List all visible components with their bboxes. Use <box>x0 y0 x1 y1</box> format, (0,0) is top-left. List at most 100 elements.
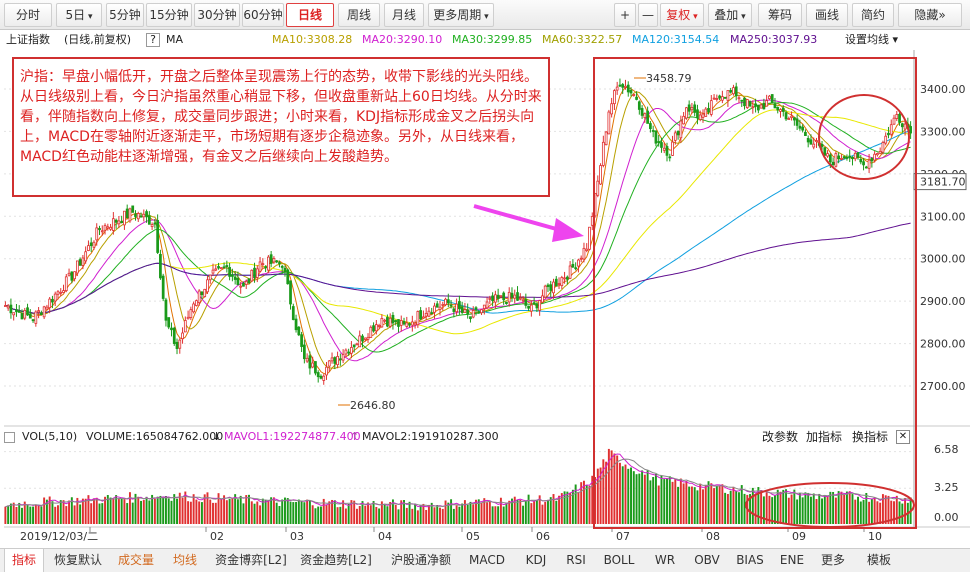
candle-body <box>15 309 18 313</box>
edit-params-button[interactable]: 改参数 <box>762 430 799 444</box>
volume-bar <box>123 499 126 524</box>
candle-body <box>95 227 99 241</box>
toolbar-button-9[interactable]: 更多周期 ▾ <box>428 3 494 27</box>
mavol10-line <box>5 458 911 508</box>
indicator-tab-15[interactable]: 更多 <box>820 553 845 567</box>
indicator-tab-2[interactable]: 成交量 <box>117 553 154 567</box>
add-indicator-button[interactable]: 加指标 <box>806 430 843 444</box>
toolbar-button-2[interactable]: 5分钟 <box>106 3 144 27</box>
volume-bar <box>862 499 865 524</box>
toolbar-button-11[interactable]: — <box>638 3 658 27</box>
toolbar-button-16[interactable]: 简约 <box>852 3 894 27</box>
volume-bar <box>884 495 887 524</box>
indicator-tab-8[interactable]: KDJ <box>525 553 547 567</box>
volume-bar <box>790 494 793 524</box>
indicator-tab-1[interactable]: 恢复默认 <box>53 553 102 567</box>
toolbar-button-13[interactable]: 叠加 ▾ <box>708 3 752 27</box>
candle-body <box>391 314 395 324</box>
volume-bar <box>270 497 273 524</box>
candle-body <box>721 96 724 101</box>
indicator-tab-6[interactable]: 沪股通净额 <box>390 553 451 567</box>
toolbar-button-10[interactable]: + <box>614 3 636 27</box>
candle-body <box>482 304 486 309</box>
candle-body <box>200 291 204 296</box>
candle-body <box>136 213 140 220</box>
volume-bar <box>115 495 118 524</box>
candle-body <box>308 355 312 369</box>
volume-bar <box>690 486 693 524</box>
volume-bar <box>704 484 707 524</box>
candle-body <box>294 318 298 331</box>
volume-bar <box>754 494 757 524</box>
ma-settings-button[interactable]: 设置均线 ▾ <box>845 33 899 46</box>
candle-body <box>297 326 301 336</box>
candle-body <box>402 320 406 325</box>
switch-indicator-button[interactable]: 换指标 <box>852 430 889 444</box>
volume-bar <box>483 498 486 524</box>
volume-bar <box>317 506 320 524</box>
indicator-tab-9[interactable]: RSI <box>566 553 586 567</box>
toolbar-button-14[interactable]: 筹码 <box>758 3 802 27</box>
volume-bar <box>350 500 353 524</box>
candle-body <box>361 335 364 342</box>
close-icon[interactable]: ✕ <box>896 430 910 444</box>
candle-body <box>682 115 685 125</box>
toolbar-button-0[interactable]: 分时 <box>4 3 52 27</box>
indicator-tab-16[interactable]: 模板 <box>866 553 891 567</box>
toolbar-button-8[interactable]: 月线 <box>384 3 424 27</box>
toolbar-button-15[interactable]: 画线 <box>806 3 848 27</box>
toolbar-button-5[interactable]: 60分钟 <box>242 3 284 27</box>
toolbar-button-1[interactable]: 5日 ▾ <box>56 3 102 27</box>
volume-bar <box>234 494 237 524</box>
candle-body <box>505 301 508 304</box>
candle-body <box>214 268 218 271</box>
volume-bar <box>865 492 868 524</box>
toolbar-button-12[interactable]: 复权 ▾ <box>660 3 704 27</box>
toolbar-button-7[interactable]: 周线 <box>338 3 380 27</box>
volume-bar <box>879 502 882 524</box>
toolbar-button-3[interactable]: 15分钟 <box>146 3 192 27</box>
volume-bar <box>225 500 228 524</box>
volume-bar <box>793 489 796 524</box>
indicator-tab-0[interactable]: 指标 <box>4 549 44 572</box>
candle-body <box>599 165 602 185</box>
moving-average-lines <box>5 86 911 375</box>
volume-bar <box>380 501 383 524</box>
candle-body <box>798 125 802 129</box>
help-icon[interactable]: ? <box>146 33 160 47</box>
indicator-tab-10[interactable]: BOLL <box>603 553 635 567</box>
candle-body <box>679 120 683 139</box>
toolbar-button-17[interactable]: 隐藏» <box>898 3 962 27</box>
indicator-tab-13[interactable]: BIAS <box>736 553 764 567</box>
current-price-box <box>913 173 967 191</box>
indicator-tab-4[interactable]: 资金博弈[L2] <box>215 553 287 567</box>
toolbar-button-4[interactable]: 30分钟 <box>194 3 240 27</box>
indicator-tab-12[interactable]: OBV <box>694 553 720 567</box>
volume-bar <box>857 496 859 524</box>
volume-bar <box>397 509 400 524</box>
candle-body <box>768 95 771 100</box>
volume-bar <box>533 500 536 524</box>
indicator-tab-7[interactable]: MACD <box>469 553 505 567</box>
indicator-tab-11[interactable]: WR <box>654 553 676 567</box>
candle-body <box>770 94 774 103</box>
toolbar-button-6[interactable]: 日线 <box>286 3 334 27</box>
collapse-icon[interactable] <box>4 432 15 443</box>
candle-body <box>300 334 303 347</box>
candle-body <box>460 306 464 313</box>
candle-body <box>322 375 326 381</box>
candle-body <box>208 274 212 281</box>
candle-body <box>610 103 614 115</box>
volume-bar <box>724 492 727 524</box>
candle-body <box>253 267 256 278</box>
candle-body <box>78 259 82 266</box>
indicator-tab-14[interactable]: ENE <box>779 553 805 567</box>
volume-bar <box>367 502 369 524</box>
indicator-tab-3[interactable]: 均线 <box>172 553 197 567</box>
candle-body <box>195 300 198 306</box>
volume-bar <box>292 502 295 524</box>
candle-body <box>278 262 281 264</box>
indicator-tab-5[interactable]: 资金趋势[L2] <box>300 553 372 567</box>
volume-bar <box>458 506 461 524</box>
volume-bar <box>588 485 591 524</box>
